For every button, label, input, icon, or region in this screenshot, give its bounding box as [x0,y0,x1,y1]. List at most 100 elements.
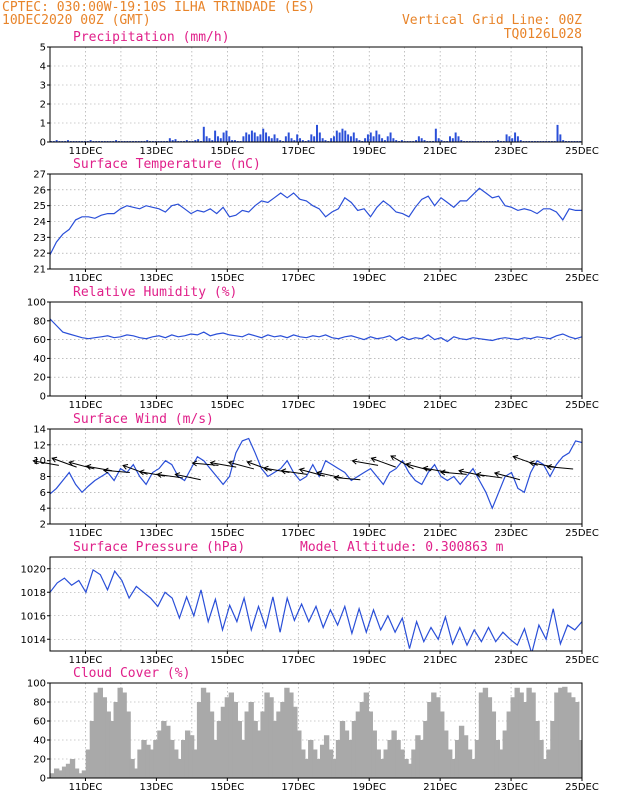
wind-arrowhead [512,455,519,461]
cloud-bar [458,725,465,778]
cloud-bar [304,759,310,778]
cloud-bar [335,740,342,778]
wind-arrowhead [174,472,181,479]
cloud-ytick-label: 20 [33,755,46,766]
precip-ytick-label: 4 [40,62,46,73]
cloud-bar [208,711,215,778]
wind-xtick-label: 23DEC [494,528,528,539]
cloud-bars [50,686,582,778]
cloud-bar [228,692,235,778]
wind-arrowhead [528,460,535,467]
precip-bar [299,138,302,142]
precip-bar [511,138,514,142]
cloud-bar [296,730,302,778]
temp-ytick-label: 24 [33,217,46,228]
precip-bar [449,136,451,142]
wind-arrowhead [209,460,216,467]
precip-bar [389,132,392,142]
header-grid-note: Vertical Grid Line: 00Z [402,13,582,28]
cloud-bar [399,749,405,778]
precip-bar [307,140,310,142]
pres-line [50,568,582,651]
precip-bar [276,138,279,142]
header-model-code: TQ0126L028 [504,27,582,42]
cloud-bar [407,763,413,778]
cloud-bar [498,749,504,778]
cloud-bar [395,740,401,778]
precip-frame [49,46,583,143]
precip-bar [225,130,228,142]
precip-bar [216,136,219,142]
precip-ytick-label: 2 [40,100,46,111]
precip-bar [222,132,225,142]
precip-bar [259,134,262,142]
cloud-bar [454,740,461,778]
cloud-bar [514,687,520,778]
precip-bar [89,140,92,142]
pres-title: Surface Pressure (hPa) [73,540,245,555]
wind-arrow [210,462,237,468]
cloud-bar [232,702,238,778]
wind-ytick-label: 4 [40,504,46,515]
cloud-bar [363,692,370,778]
cloud-bar [137,749,143,778]
precip-bar [460,140,463,142]
cloud-bar [177,759,183,778]
cloud-bar [236,721,242,778]
wind-arrowhead [246,460,253,467]
cloud-bar [121,692,127,778]
precip-bar [321,138,324,142]
wind-arrow [352,460,379,466]
cloud-bar [73,768,80,778]
cloud-bar [69,759,76,778]
precip-bar [366,134,369,142]
cloud-bar [359,702,366,778]
cloud-bar [462,735,469,778]
precip-bar [386,136,389,142]
cloud-bar [308,740,314,778]
cloud-bar [240,740,246,778]
rh-xtick-label: 25DEC [565,400,599,411]
rh-title: Relative Humidity (%) [73,285,237,300]
rh-xtick-label: 21DEC [423,400,457,411]
precip-bar [233,140,236,142]
wind-arrowhead [51,456,58,463]
temp-ytick-label: 23 [33,233,46,244]
cloud-bar [244,711,250,778]
wind-arrowhead [546,464,552,471]
precip-bar [400,140,403,142]
wind-arrowhead [85,463,92,470]
pres-panel: Surface Pressure (hPa) Model Altitude: 0.… [21,540,599,666]
wind-xtick-label: 21DEC [423,528,457,539]
cloud-bar [474,740,481,778]
temp-ytick-label: 26 [33,185,46,196]
cloud-bar [196,702,203,778]
header-station: CPTEC: 030:00W-19:10S ILHA TRINDADE (ES) [2,0,315,15]
cloud-panel: Cloud Cover (%) 0 20 40 60 80 100 11DEC 13DEC 15D… [27,666,599,793]
precip-bar [497,140,500,142]
pres-frame [49,556,583,652]
precip-bar [375,130,378,142]
cloud-bar [411,749,417,778]
precip-xtick-label: 15DEC [210,146,244,157]
temp-ytick-label: 22 [33,249,46,260]
cloud-bar [57,770,64,778]
wind-ytick-label: 14 [33,425,46,436]
wind-arrow [494,472,521,481]
precip-bar [273,134,276,142]
precip-bar [364,138,367,142]
cloud-bar [482,687,489,778]
temp-xtick-label: 15DEC [210,273,244,284]
pres-xtick-label: 17DEC [281,655,315,666]
pres-ytick-label: 1018 [21,588,46,599]
precip-bar [417,136,420,142]
pres-xtick-label: 19DEC [352,655,386,666]
precip-bar [55,140,58,142]
precip-bar [168,138,171,142]
cloud-bar [161,721,167,778]
cloud-bar [53,768,60,778]
cloud-bar [192,749,199,778]
cloud-xtick-label: 19DEC [352,782,386,793]
wind-arrow [440,471,467,475]
cloud-bar [184,730,191,778]
